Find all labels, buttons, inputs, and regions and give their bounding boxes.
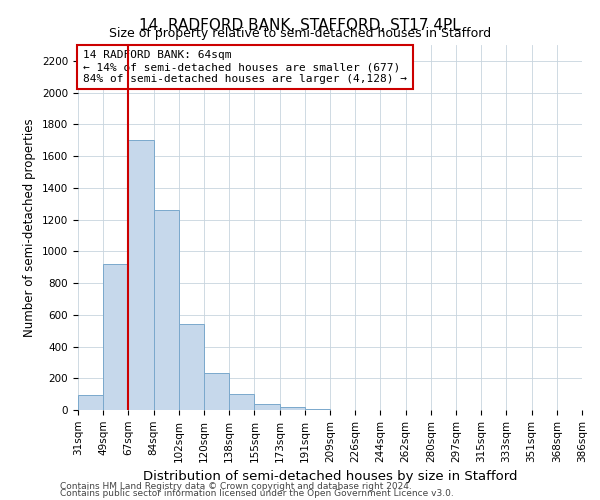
Text: 14, RADFORD BANK, STAFFORD, ST17 4PL: 14, RADFORD BANK, STAFFORD, ST17 4PL <box>139 18 461 32</box>
Bar <box>229 394 254 410</box>
Text: Contains HM Land Registry data © Crown copyright and database right 2024.: Contains HM Land Registry data © Crown c… <box>60 482 412 491</box>
Bar <box>103 264 128 410</box>
Bar <box>154 210 179 410</box>
Text: 14 RADFORD BANK: 64sqm
← 14% of semi-detached houses are smaller (677)
84% of se: 14 RADFORD BANK: 64sqm ← 14% of semi-det… <box>83 50 407 84</box>
Bar <box>78 395 103 410</box>
Bar <box>128 140 154 410</box>
Text: Size of property relative to semi-detached houses in Stafford: Size of property relative to semi-detach… <box>109 28 491 40</box>
Text: Contains public sector information licensed under the Open Government Licence v3: Contains public sector information licen… <box>60 490 454 498</box>
Bar <box>179 324 204 410</box>
Bar <box>254 404 280 410</box>
Bar <box>204 372 229 410</box>
Bar <box>280 407 305 410</box>
X-axis label: Distribution of semi-detached houses by size in Stafford: Distribution of semi-detached houses by … <box>143 470 517 483</box>
Bar <box>305 409 330 410</box>
Y-axis label: Number of semi-detached properties: Number of semi-detached properties <box>23 118 37 337</box>
